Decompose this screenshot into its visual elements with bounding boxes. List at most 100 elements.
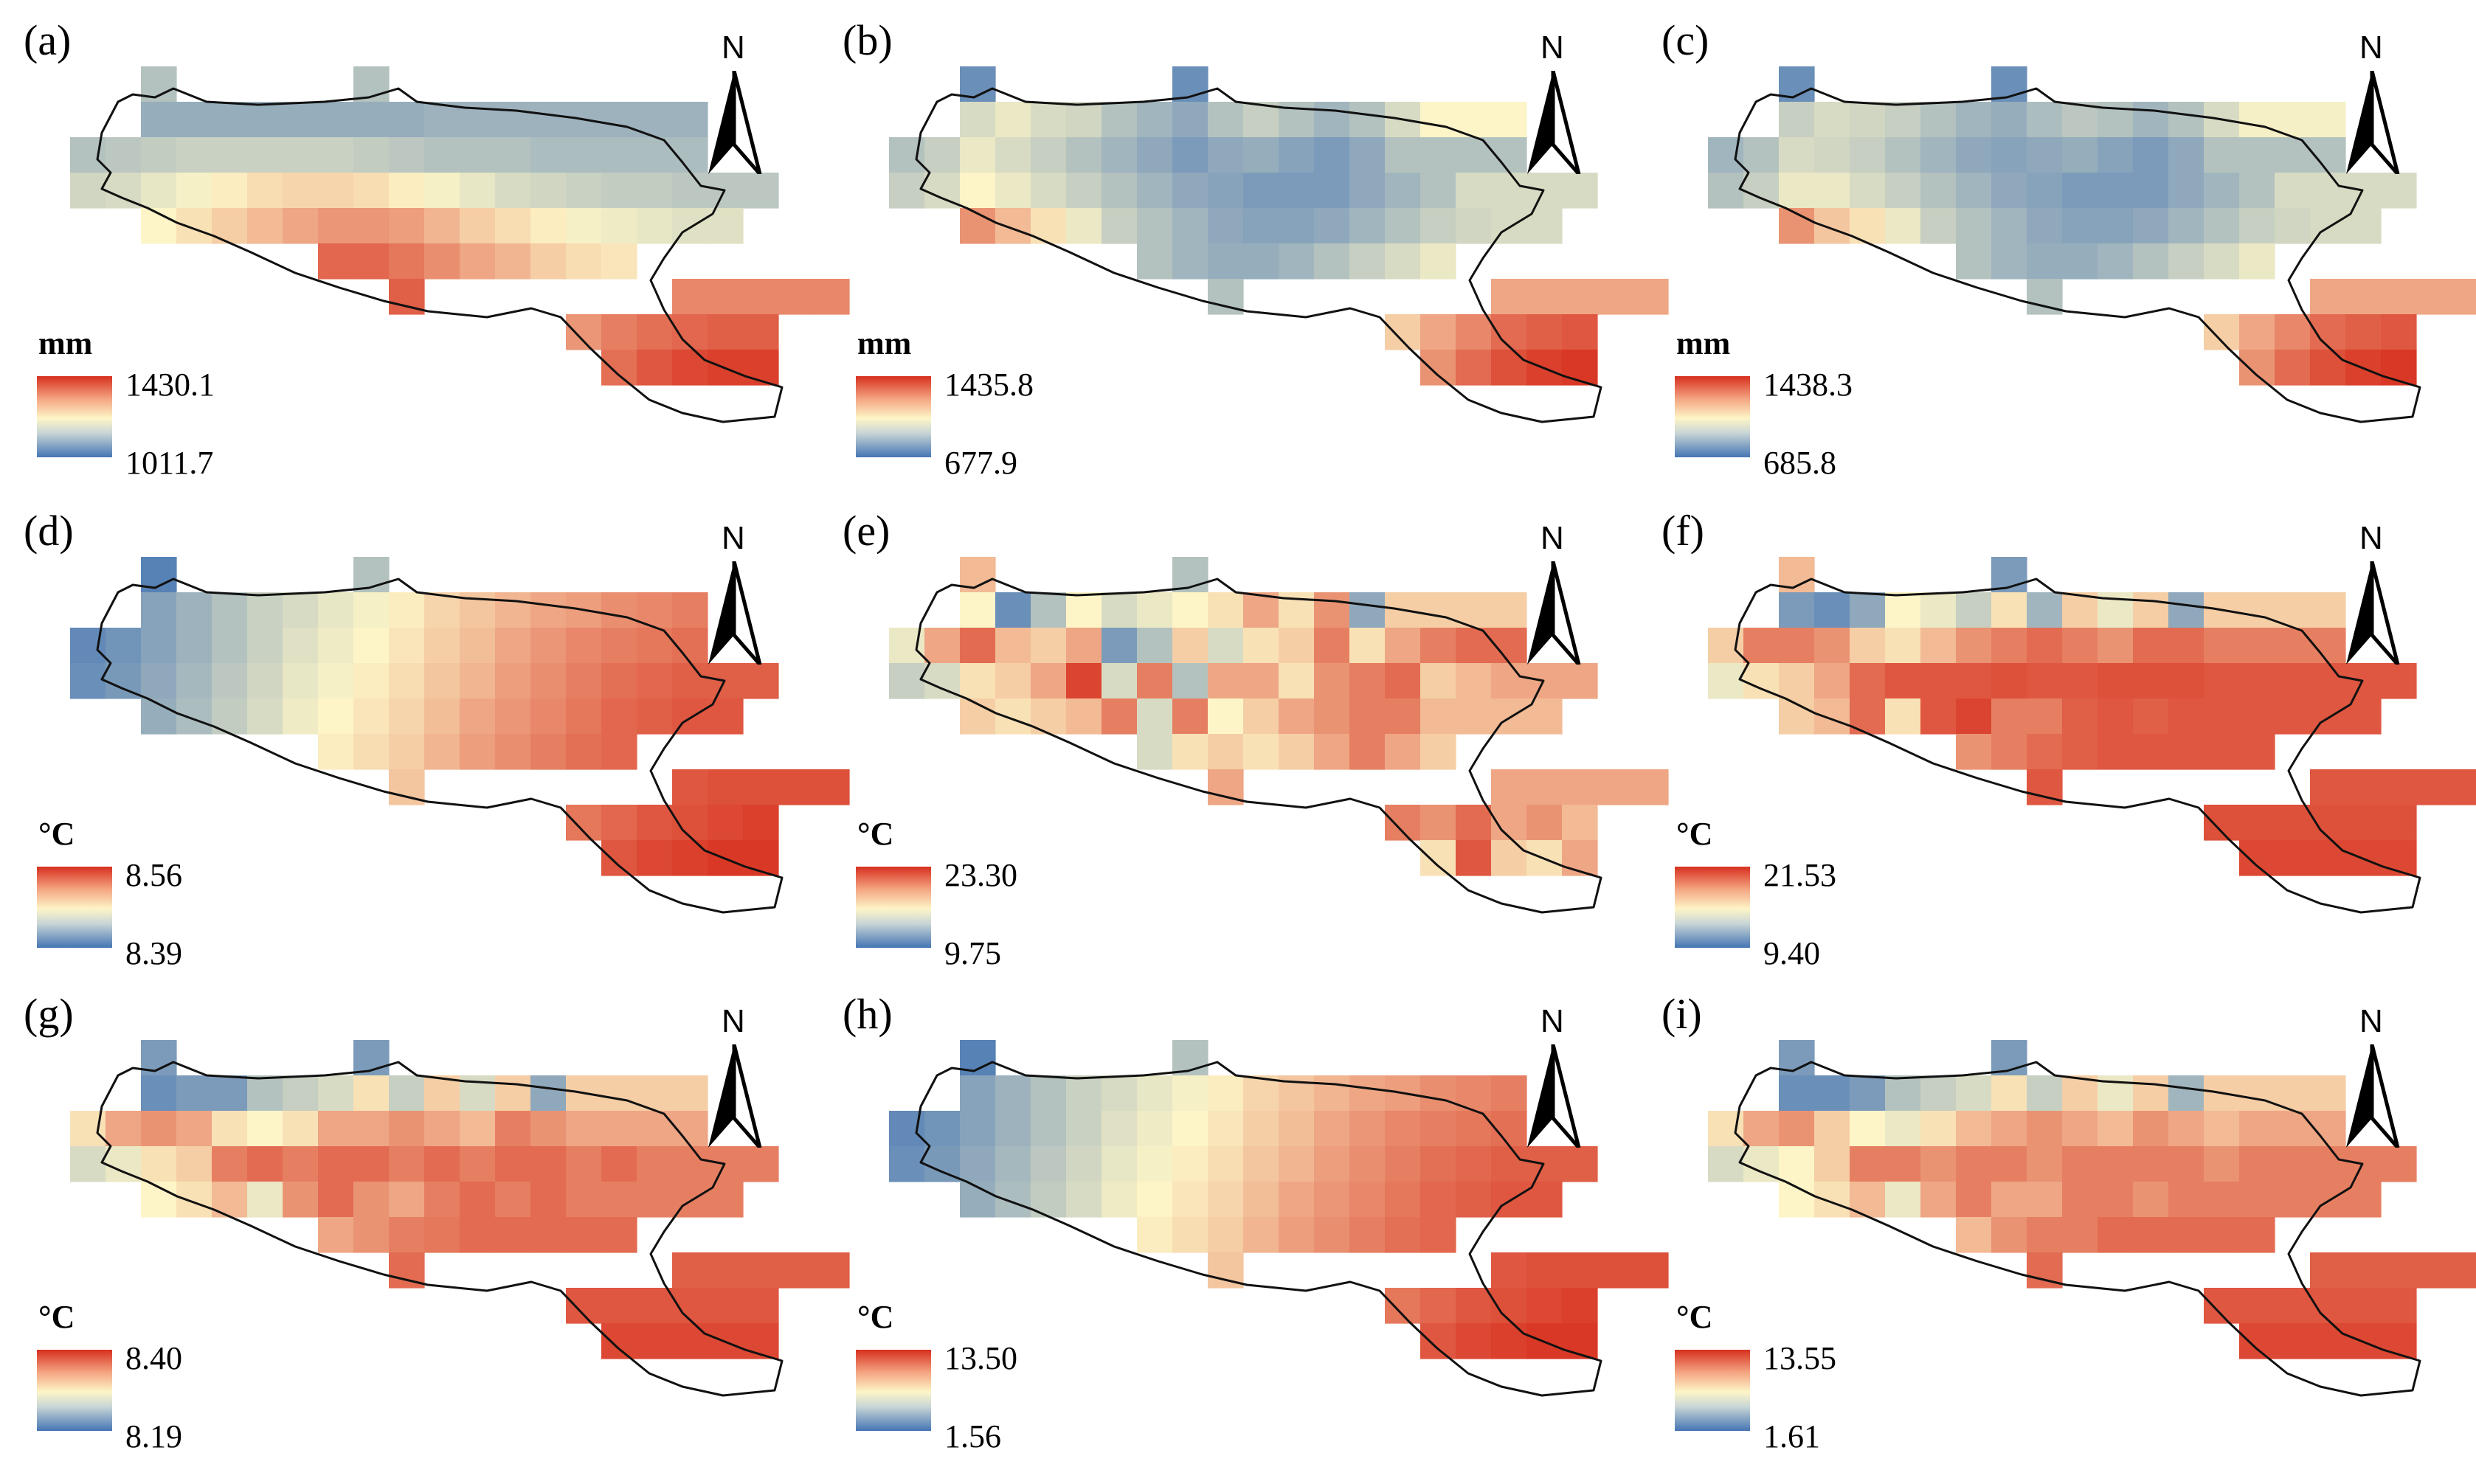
grid-cell [176,698,212,735]
grid-cell [1491,102,1527,138]
grid-cell [1885,208,1921,244]
grid-cell [1420,137,1456,173]
grid-cell [1385,698,1421,735]
grid-cell [889,1146,925,1182]
grid-cell [995,628,1031,664]
grid-cell [1456,1146,1492,1182]
grid-cell [176,137,212,173]
north-arrow-shape [2346,71,2400,174]
grid-cell [2204,628,2240,664]
grid-cell [1208,137,1244,173]
grid-cell [1208,1075,1244,1112]
grid-cell [2062,628,2098,664]
grid-cell [1850,173,1886,209]
grid-cell [1314,208,1350,244]
grid-cell [389,663,425,699]
grid-cell [176,1111,212,1147]
grid-cell [1456,173,1492,209]
grid-cell [2275,805,2311,841]
grid-cell [247,173,283,209]
grid-cell [1243,663,1279,699]
grid-cell [1243,1182,1279,1218]
grid-cell [2027,137,2063,173]
grid-cell [353,1182,390,1218]
grid-cell [2275,840,2311,876]
grid-cell [2239,208,2275,244]
grid-cell [1172,102,1208,138]
grid-cell [566,698,602,735]
grid-cell [960,628,996,664]
grid-cell [1956,663,1992,699]
grid-cell [353,1111,390,1147]
grid-cell [1137,137,1173,173]
grid-cell [1956,1182,1992,1218]
grid-cell [460,663,496,699]
grid-cell [672,350,708,386]
grid-cell [672,1323,708,1359]
grid-cell [1920,698,1957,735]
grid-cell [1456,350,1492,386]
grid-cell [1243,1075,1279,1112]
grid-cell [889,663,925,699]
map-panel-d: (d) N °C 8.56 8.39 [15,505,850,992]
grid-cell [1491,769,1527,805]
grid-cell [1708,663,1744,699]
grid-cell [1456,1288,1492,1324]
grid-cell [2133,663,2169,699]
grid-cell [1779,628,1815,664]
grid-cell [2027,663,2063,699]
grid-cell [1850,592,1886,628]
grid-cell [283,663,319,699]
grid-cell [495,173,531,209]
grid-cell [1562,1323,1598,1359]
grid-cell [1991,663,2027,699]
grid-cell [924,628,961,664]
legend-min: 8.19 [125,1418,182,1454]
grid-cell [2310,350,2346,386]
grid-cell [530,102,567,138]
grid-cell [1885,1111,1921,1147]
grid-cell [1562,769,1598,805]
grid-cell [1562,1146,1598,1182]
grid-cell [1385,208,1421,244]
grid-cell [530,243,567,280]
grid-cell [283,137,319,173]
grid-cell [2416,769,2452,805]
grid-cell [672,173,708,209]
grid-cell [353,1146,390,1182]
grid-cell [1562,279,1598,315]
grid-cell [1420,805,1456,841]
grid-cell [1491,137,1527,173]
grid-cell [1456,698,1492,735]
grid-cell [2133,628,2169,664]
grid-cell [318,1111,354,1147]
grid-cell [530,1217,567,1253]
grid-cell [672,1111,708,1147]
grid-cell [1420,1217,1456,1253]
map-canvas [70,66,850,423]
grid-cell [318,1217,354,1253]
grid-cell [176,173,212,209]
grid-cell [2275,1323,2311,1359]
grid-cell [424,137,460,173]
grid-cell [283,1182,319,1218]
grid-cell [1102,137,1138,173]
grid-cell [2416,279,2452,315]
grid-cell [743,805,779,841]
grid-cell [2452,1252,2476,1289]
map-canvas [1708,1040,2476,1397]
grid-cell [1137,243,1173,280]
grid-cell [1526,314,1563,350]
grid-cell [318,1182,354,1218]
grid-cell [2310,663,2346,699]
grid-cell [530,628,567,664]
grid-cell [2098,1146,2134,1182]
grid-cell [601,243,637,280]
grid-cell [1779,592,1815,628]
grid-cell [495,102,531,138]
grid-cell [2239,698,2275,735]
grid-cell [566,734,602,770]
grid-cell [1814,102,1850,138]
grid-cell [2239,1075,2275,1112]
legend-unit: mm [1676,325,1731,361]
